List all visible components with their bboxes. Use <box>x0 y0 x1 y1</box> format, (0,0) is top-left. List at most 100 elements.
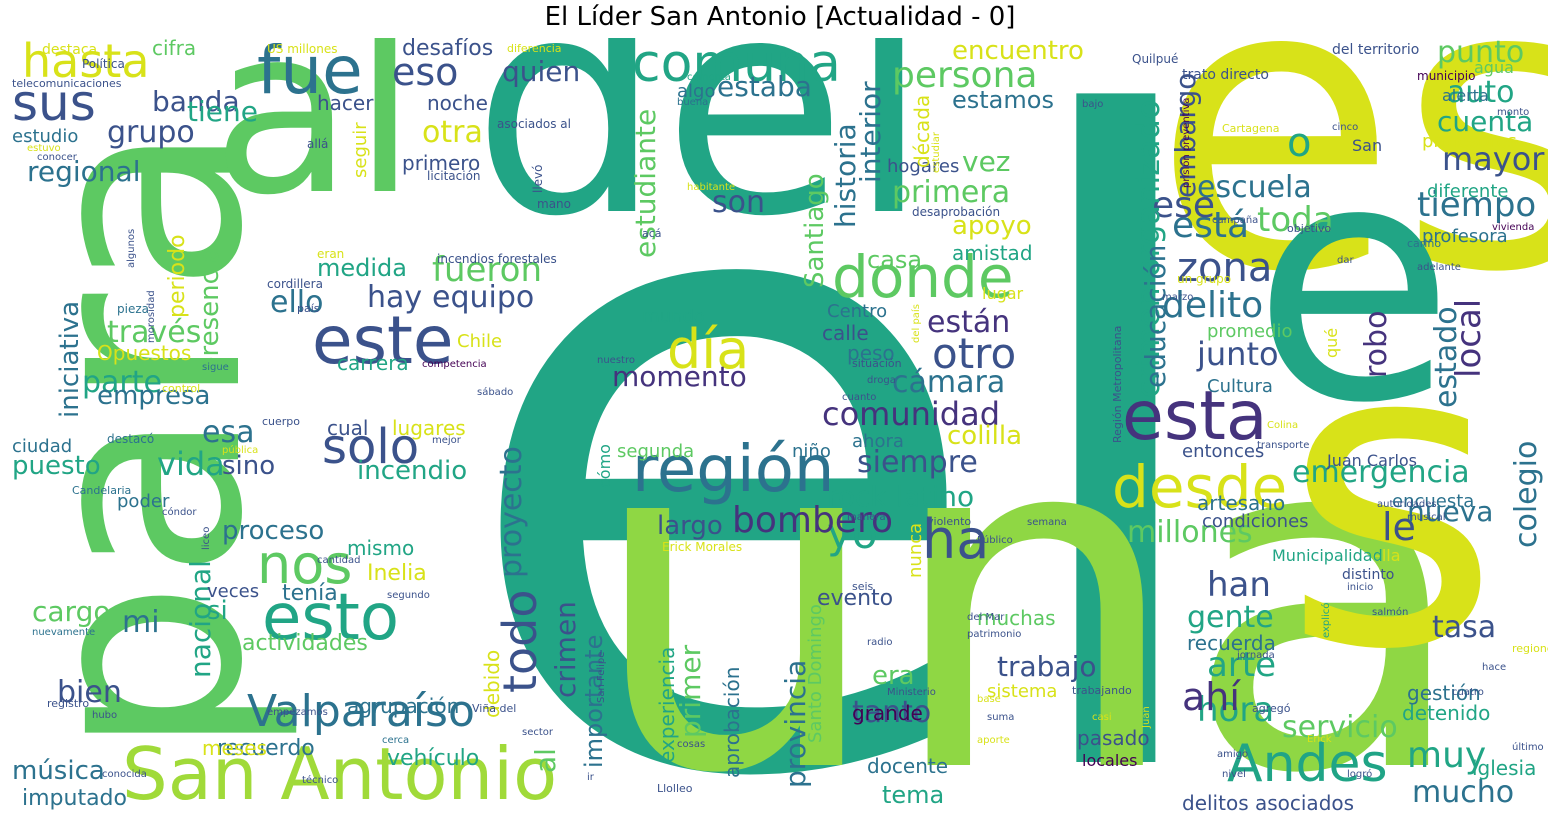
cloud-word: periodo <box>165 234 190 318</box>
cloud-word: zona <box>1177 245 1273 291</box>
cloud-word: o <box>1287 120 1312 166</box>
cloud-word: cómo <box>595 444 614 488</box>
cloud-word: agregó <box>1252 702 1291 715</box>
cloud-word: el <box>452 38 1238 814</box>
cloud-word: cantidad <box>317 555 361 566</box>
cloud-word: nueva <box>1407 495 1494 528</box>
cloud-word: cóndor <box>162 507 197 518</box>
cloud-word: este <box>312 302 454 379</box>
cloud-word: sábado <box>477 387 514 398</box>
cloud-word: región <box>632 433 835 507</box>
cloud-word: persona <box>892 55 1038 96</box>
cloud-word: muchas <box>977 606 1056 630</box>
cloud-word: tema <box>882 781 945 809</box>
cloud-word: aprobación <box>720 666 744 778</box>
cloud-word: condiciones <box>1202 511 1309 532</box>
cloud-word: cerca <box>382 735 410 746</box>
cloud-word: agrupación <box>347 694 460 718</box>
cloud-word: quien <box>502 55 581 88</box>
cloud-word: jornada <box>1237 650 1275 661</box>
cloud-word: ella <box>1372 546 1401 565</box>
cloud-word: buena <box>677 97 709 108</box>
cloud-word: recuerdo <box>217 736 315 761</box>
cloud-word: violento <box>927 515 972 528</box>
cloud-word: tasa <box>1432 610 1497 645</box>
cloud-word: nacional <box>184 560 217 678</box>
cloud-word: del país <box>911 304 922 343</box>
cloud-word: musical <box>1407 512 1446 523</box>
cloud-word: amigo <box>1217 749 1249 760</box>
cloud-word: técnico <box>302 775 339 786</box>
cloud-word: ir <box>587 772 594 783</box>
cloud-word: otro <box>932 329 1017 378</box>
cloud-word: iglesia <box>1472 756 1537 780</box>
cloud-word: mundo <box>642 306 705 327</box>
cloud-word: del <box>472 38 931 282</box>
cloud-word: inicio <box>1347 582 1374 593</box>
cloud-word: mejor <box>432 435 461 446</box>
cloud-word: Público <box>977 535 1013 546</box>
cloud-word: rock latino <box>827 480 975 513</box>
cloud-word: hace <box>1482 662 1507 673</box>
cloud-word: Opuestos <box>97 341 192 365</box>
cloud-word: habitante <box>687 182 736 193</box>
cloud-word: le <box>1382 505 1416 549</box>
cloud-word: esto <box>262 581 399 655</box>
cloud-word: morosidad <box>146 290 157 343</box>
cloud-word: evento <box>817 586 894 611</box>
cloud-word: educación <box>1139 244 1172 388</box>
cloud-word: destaca <box>42 42 98 58</box>
cloud-word: eran <box>317 247 345 261</box>
cloud-word: San <box>1352 136 1383 155</box>
cloud-word: mismo <box>347 536 415 560</box>
cloud-word: cuerpo <box>262 415 301 428</box>
cloud-word: segunda <box>617 441 695 462</box>
cloud-word: estudiar <box>931 132 942 173</box>
cloud-word: desde <box>1112 453 1288 521</box>
cloud-word: trato directo <box>1182 67 1269 83</box>
cloud-word: grupo <box>107 115 195 150</box>
cloud-word: proceso <box>222 516 325 546</box>
cloud-word: algunos <box>126 228 137 268</box>
cloud-word: qué <box>1322 327 1341 358</box>
cloud-word: muy <box>1407 735 1487 776</box>
cloud-word: pasado <box>1077 726 1150 750</box>
cloud-word: poder <box>117 491 170 512</box>
cloud-word: Santiago <box>800 173 830 288</box>
cloud-word: día <box>667 318 750 381</box>
cloud-word: noche <box>427 91 488 115</box>
cloud-word: arte <box>1207 645 1277 685</box>
cloud-word: suma <box>987 712 1015 723</box>
cloud-word: hora <box>1197 690 1275 730</box>
cloud-word: crimen <box>549 601 582 698</box>
cloud-word: sigue <box>202 362 229 373</box>
cloud-word: tiempo <box>1417 185 1537 225</box>
cloud-word: trabajando <box>1072 684 1132 697</box>
cloud-word: licitación <box>427 169 481 183</box>
cloud-word: entonces <box>1182 441 1265 462</box>
cloud-word: lugar <box>982 284 1024 303</box>
cloud-word: vida <box>157 445 225 483</box>
word-cloud: elunesunadelparaalseSan Antonioregiónest… <box>12 38 1548 814</box>
cloud-word: amistad <box>952 241 1033 265</box>
cloud-word: acá <box>642 227 662 240</box>
cloud-word: primera <box>892 175 1011 210</box>
cloud-word: promedio <box>1207 321 1293 342</box>
cloud-word: recuerda <box>1187 631 1276 655</box>
cloud-word: segundo <box>387 590 430 601</box>
cloud-word: profesora <box>1422 226 1508 247</box>
cloud-word: adelante <box>1417 262 1461 273</box>
cloud-word: equipo <box>432 280 535 315</box>
cloud-word: cargo <box>32 595 111 628</box>
cloud-word: una <box>587 329 1471 815</box>
cloud-word: través <box>107 315 202 350</box>
cloud-word: comenta <box>687 72 731 83</box>
cloud-word: apoyo <box>952 211 1032 241</box>
cloud-word: peso <box>847 341 895 365</box>
cloud-word: al <box>529 748 562 773</box>
cloud-word: era <box>872 661 915 691</box>
cloud-word: eso <box>392 50 459 94</box>
cloud-word: encuesta <box>1392 491 1475 512</box>
cloud-word: delitos asociados <box>1182 791 1355 814</box>
cloud-word: hay <box>367 280 423 315</box>
